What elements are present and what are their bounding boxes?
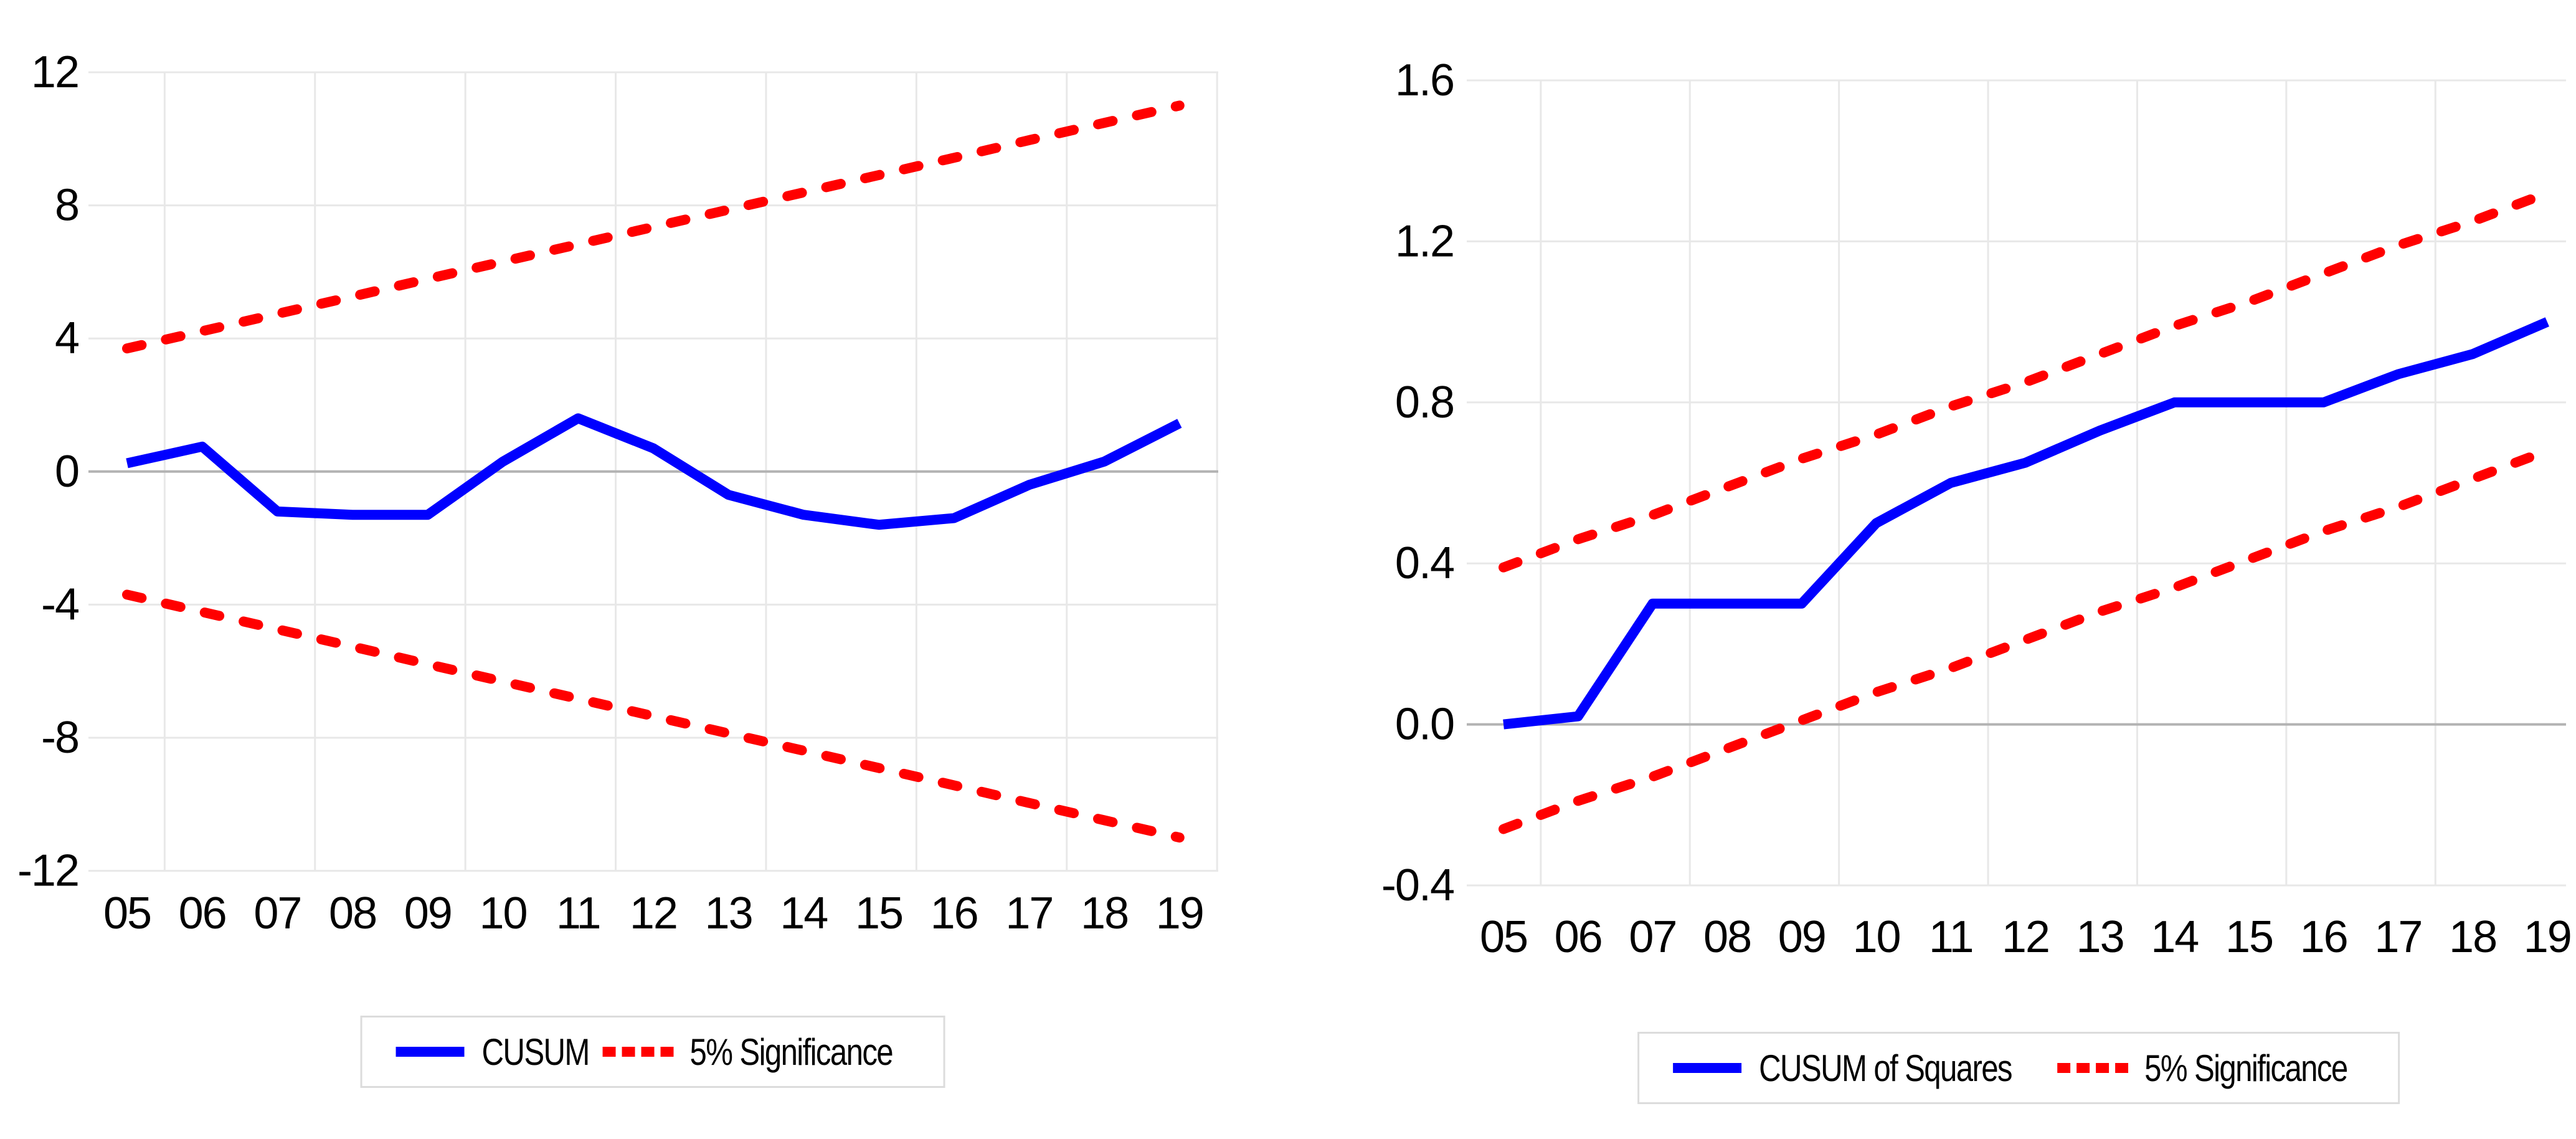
x-tick-label: 17 (1005, 889, 1053, 938)
cusum-legend: CUSUM 5% Significance (360, 1016, 945, 1088)
x-tick-label: 05 (103, 889, 151, 938)
x-tick-label: 08 (329, 889, 376, 938)
y-tick-label: -0.4 (1381, 860, 1454, 910)
cusum-line-swatch (395, 1047, 465, 1057)
x-tick-label: 16 (930, 889, 978, 938)
x-tick-label: 09 (1778, 912, 1825, 962)
x-tick-label: 11 (1929, 912, 1973, 962)
y-tick-label: 0 (55, 447, 78, 497)
x-tick-label: 07 (1629, 912, 1676, 962)
x-tick-label: 19 (2524, 912, 2571, 962)
x-tick-label: 06 (179, 889, 226, 938)
y-tick-label: -8 (41, 713, 78, 763)
significance-line-swatch (602, 1047, 674, 1057)
5-significance-lower-bound-line (1499, 446, 2552, 834)
legend-label-significance: 5% Significance (2144, 1047, 2348, 1089)
significance-line-swatch (2057, 1063, 2128, 1073)
y-tick-label: 1.6 (1395, 55, 1454, 105)
cusum-of-squares-chart: 1.6 1.2 0.8 0.4 0.0 -0.4 05 06 07 08 09 10 11 12 13 14 1… (1288, 0, 2576, 1139)
cusum-line (126, 413, 1182, 530)
y-tick-label: 0.0 (1395, 700, 1454, 750)
x-tick-label: 15 (855, 889, 902, 938)
cusum-of-squares-plot: 1.6 1.2 0.8 0.4 0.0 -0.4 05 06 07 08 09 10 11 12 13 14 1… (1381, 55, 2572, 962)
y-tick-label: 8 (55, 181, 78, 231)
x-tick-label: 18 (2449, 912, 2496, 962)
x-tick-label: 13 (705, 889, 752, 938)
x-tick-label: 18 (1081, 889, 1128, 938)
y-tick-label: -4 (41, 579, 78, 629)
x-tick-label: 10 (1852, 912, 1900, 962)
cusum-of-squares-line-swatch (1673, 1063, 1742, 1073)
x-tick-label: 11 (556, 889, 600, 938)
x-tick-label: 19 (1156, 889, 1203, 938)
x-tick-label: 06 (1555, 912, 1602, 962)
x-tick-label: 05 (1480, 912, 1527, 962)
x-tick-label: 14 (2151, 912, 2198, 962)
y-tick-label: 0.8 (1395, 378, 1454, 427)
x-tick-label: 10 (479, 889, 526, 938)
cusum-of-squares-line (1503, 317, 2549, 730)
x-tick-label: 16 (2300, 912, 2347, 962)
legend-label-significance: 5% Significance (689, 1031, 894, 1073)
5-significance-upper-bound-line (1499, 188, 2552, 573)
y-tick-label: -12 (17, 846, 78, 896)
5-significance-lower-bound-line (122, 589, 1185, 843)
y-tick-label: 0.4 (1395, 538, 1454, 588)
x-tick-label: 08 (1703, 912, 1751, 962)
x-tick-label: 13 (2076, 912, 2124, 962)
x-tick-label: 07 (253, 889, 301, 938)
x-tick-label: 09 (404, 889, 452, 938)
y-tick-label: 1.2 (1395, 216, 1454, 266)
x-tick-label: 12 (2002, 912, 2049, 962)
cusum-chart: 12 8 4 0 -4 -8 -12 05 06 07 08 09 10 11 12 13 14 15 16 17 18… (17, 47, 1218, 1088)
x-tick-label: 12 (630, 889, 677, 938)
y-tick-label: 12 (31, 47, 78, 97)
legend-label-cusum-of-squares: CUSUM of Squares (1759, 1047, 2012, 1089)
cusum-plot: 12 8 4 0 -4 -8 -12 05 06 07 08 09 10 11 12 13 14 15 16 17 18… (17, 47, 1218, 938)
y-tick-label: 4 (55, 313, 78, 363)
legend-label-cusum: CUSUM (481, 1031, 590, 1073)
x-tick-label: 15 (2225, 912, 2273, 962)
5-significance-upper-bound-line (122, 100, 1185, 354)
x-tick-label: 17 (2374, 912, 2422, 962)
x-tick-label: 14 (780, 889, 827, 938)
cusum-of-squares-legend: CUSUM of Squares 5% Significance (1637, 1032, 2400, 1104)
